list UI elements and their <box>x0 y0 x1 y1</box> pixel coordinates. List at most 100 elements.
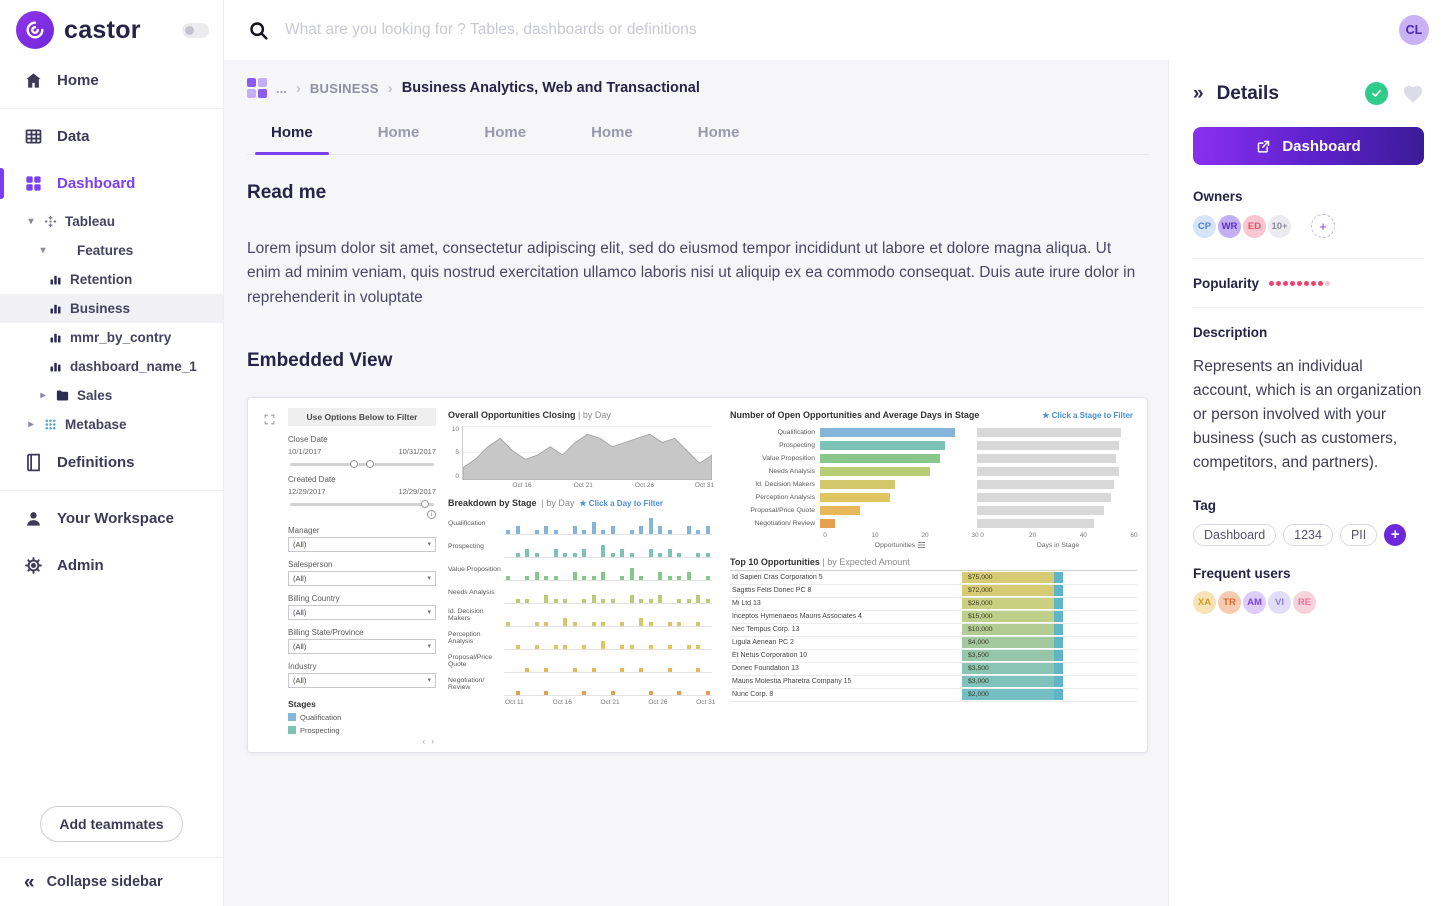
collapse-sidebar[interactable]: « Collapse sidebar <box>0 857 223 906</box>
slider-handle[interactable] <box>366 459 375 468</box>
opps-row[interactable]: Needs Analysis <box>730 465 1137 478</box>
table-row[interactable]: Et Netus Corporation 10 $3,500 <box>730 650 1137 663</box>
nav-your-workspace[interactable]: Your Workspace <box>0 495 223 542</box>
add-owner-button[interactable]: + <box>1311 214 1335 238</box>
sidebar-toggle[interactable] <box>182 22 209 38</box>
tab-home-2[interactable]: Home <box>484 124 527 141</box>
table-row[interactable]: Mauris Molestia Pharetra Company 15 $3,00… <box>730 676 1137 689</box>
click-stage-filter-hint[interactable]: ★ Click a Stage to Filter <box>1042 410 1133 420</box>
fullscreen-icon[interactable] <box>263 413 276 426</box>
frequent-user-avatar[interactable]: TR <box>1218 591 1241 615</box>
nav-data[interactable]: Data <box>0 113 223 160</box>
caret-right-icon[interactable]: ▸ <box>28 419 34 430</box>
opps-row[interactable]: Proposal/Price Quote <box>730 504 1137 517</box>
breadcrumb-ellipsis[interactable]: ... <box>276 80 287 96</box>
frequent-user-avatar[interactable]: AM <box>1243 591 1266 615</box>
table-row[interactable]: Id Sapien Cras Corporation 5 $75,000 <box>730 572 1137 585</box>
table-row[interactable]: Inceptos Hymenaeos Mauris Associates 4 $1… <box>730 611 1137 624</box>
tag-chip[interactable]: 1234 <box>1283 524 1333 547</box>
breakdown-row[interactable]: Perception Analysis <box>448 627 712 650</box>
tag-label: Tag <box>1193 498 1216 514</box>
breakdown-row[interactable]: Value Proposition <box>448 558 712 581</box>
opps-row[interactable]: Qualification <box>730 426 1137 439</box>
workspace-grid-icon[interactable] <box>247 78 267 98</box>
tag-chip[interactable]: Dashboard <box>1193 524 1277 547</box>
table-row[interactable]: Nec Tempus Corp. 13 $10,000 <box>730 624 1137 637</box>
caret-down-icon[interactable]: ▾ <box>28 216 34 227</box>
open-dashboard-button[interactable]: Dashboard <box>1193 127 1424 165</box>
table-row[interactable]: Mi Ltd 13 $26,000 <box>730 598 1137 611</box>
tree-item-tableau[interactable]: ▾ Tableau <box>0 207 223 236</box>
breakdown-row[interactable]: Needs Analysis <box>448 581 712 604</box>
opps-row[interactable]: Id. Decision Makers <box>730 478 1137 491</box>
close-date-slider[interactable] <box>290 459 434 468</box>
breakdown-row[interactable]: Negotiation/ Review <box>448 673 712 696</box>
tree-item-mmr-by-contry[interactable]: mmr_by_contry <box>0 323 223 352</box>
user-avatar[interactable]: CL <box>1399 15 1429 45</box>
owner-avatar[interactable]: 10+ <box>1268 214 1291 238</box>
legend-item[interactable]: Qualification <box>288 713 436 722</box>
frequent-user-avatar[interactable]: XA <box>1193 591 1216 615</box>
opps-row[interactable]: Negotiation/ Review <box>730 517 1137 530</box>
logo[interactable]: castor <box>0 0 223 57</box>
legend-item[interactable]: Prospecting <box>288 726 436 735</box>
opps-row[interactable]: Perception Analysis <box>730 491 1137 504</box>
collapse-details-icon[interactable]: » <box>1193 83 1204 104</box>
tab-home-1[interactable]: Home <box>377 124 420 141</box>
opportunities-bar-track <box>820 492 970 502</box>
slider-handle[interactable] <box>421 499 430 508</box>
tree-item-sales[interactable]: ▸ Sales <box>0 381 223 410</box>
click-day-filter-hint[interactable]: ★ Click a Day to Filter <box>579 498 664 508</box>
add-teammates-button[interactable]: Add teammates <box>40 806 183 842</box>
filter-dropdown[interactable]: (All) ▾ <box>288 638 436 654</box>
add-tag-button[interactable]: + <box>1384 524 1407 547</box>
breadcrumb-business[interactable]: BUSINESS <box>309 80 379 96</box>
nav-dashboard[interactable]: Dashboard <box>0 160 223 207</box>
nav-admin[interactable]: Admin <box>0 542 223 589</box>
opps-row[interactable]: Prospecting <box>730 439 1137 452</box>
owner-avatar[interactable]: WR <box>1218 214 1241 238</box>
info-icon[interactable]: i <box>427 509 436 519</box>
verified-check-icon[interactable] <box>1365 82 1388 105</box>
filter-value: (All) <box>293 675 307 685</box>
owner-avatar[interactable]: CP <box>1193 214 1216 238</box>
tab-home-4[interactable]: Home <box>697 124 740 141</box>
breakdown-row[interactable]: Qualification <box>448 512 712 535</box>
sort-icon[interactable] <box>918 542 926 549</box>
slider-handle[interactable] <box>350 459 359 468</box>
tab-home-3[interactable]: Home <box>591 124 633 141</box>
caret-down-icon[interactable]: ▾ <box>40 245 46 256</box>
tab-home-0[interactable]: Home <box>247 111 337 155</box>
bar <box>506 575 510 580</box>
tree-item-features[interactable]: ▾ Features <box>0 236 223 265</box>
caret-right-icon[interactable]: ▸ <box>40 390 46 401</box>
created-date-slider[interactable] <box>290 499 434 508</box>
breakdown-row[interactable]: Id. Decision Makers <box>448 604 712 627</box>
breakdown-row[interactable]: Prospecting <box>448 535 712 558</box>
favorite-heart-icon[interactable] <box>1402 83 1424 105</box>
filter-dropdown[interactable]: (All) ▾ <box>288 536 436 552</box>
frequent-user-avatar[interactable]: RE <box>1293 591 1316 615</box>
breakdown-row[interactable]: Proposal/Price Quote <box>448 650 712 673</box>
filter-dropdown[interactable]: (All) ▾ <box>288 604 436 620</box>
nav-home[interactable]: Home <box>0 57 223 104</box>
filter-dropdown[interactable]: (All) ▾ <box>288 570 436 586</box>
grid-square <box>247 89 256 98</box>
tree-item-dashboard-name-1[interactable]: dashboard_name_1 <box>0 352 223 381</box>
owner-avatar[interactable]: ED <box>1243 214 1266 238</box>
tree-item-business[interactable]: Business <box>0 294 223 323</box>
nav-definitions[interactable]: Definitions <box>0 439 223 486</box>
tree-item-metabase[interactable]: ▸ Metabase <box>0 410 223 439</box>
tree-item-retention[interactable]: Retention <box>0 265 223 294</box>
table-row[interactable]: Ligula Aenean PC 2 $4,000 <box>730 637 1137 650</box>
bar <box>582 548 587 557</box>
opps-row[interactable]: Value Proposition <box>730 452 1137 465</box>
legend-pager[interactable]: ‹ › <box>422 736 436 746</box>
table-row[interactable]: Sagittis Felis Donec PC 8 $72,000 <box>730 585 1137 598</box>
table-row[interactable]: Nunc Corp. 8 $2,000 <box>730 689 1137 702</box>
filter-dropdown[interactable]: (All) ▾ <box>288 672 436 688</box>
table-row[interactable]: Donec Foundation 13 $3,500 <box>730 663 1137 676</box>
search-input[interactable] <box>285 21 1399 39</box>
tag-chip[interactable]: PII <box>1339 524 1378 547</box>
frequent-user-avatar[interactable]: VI <box>1268 591 1291 615</box>
